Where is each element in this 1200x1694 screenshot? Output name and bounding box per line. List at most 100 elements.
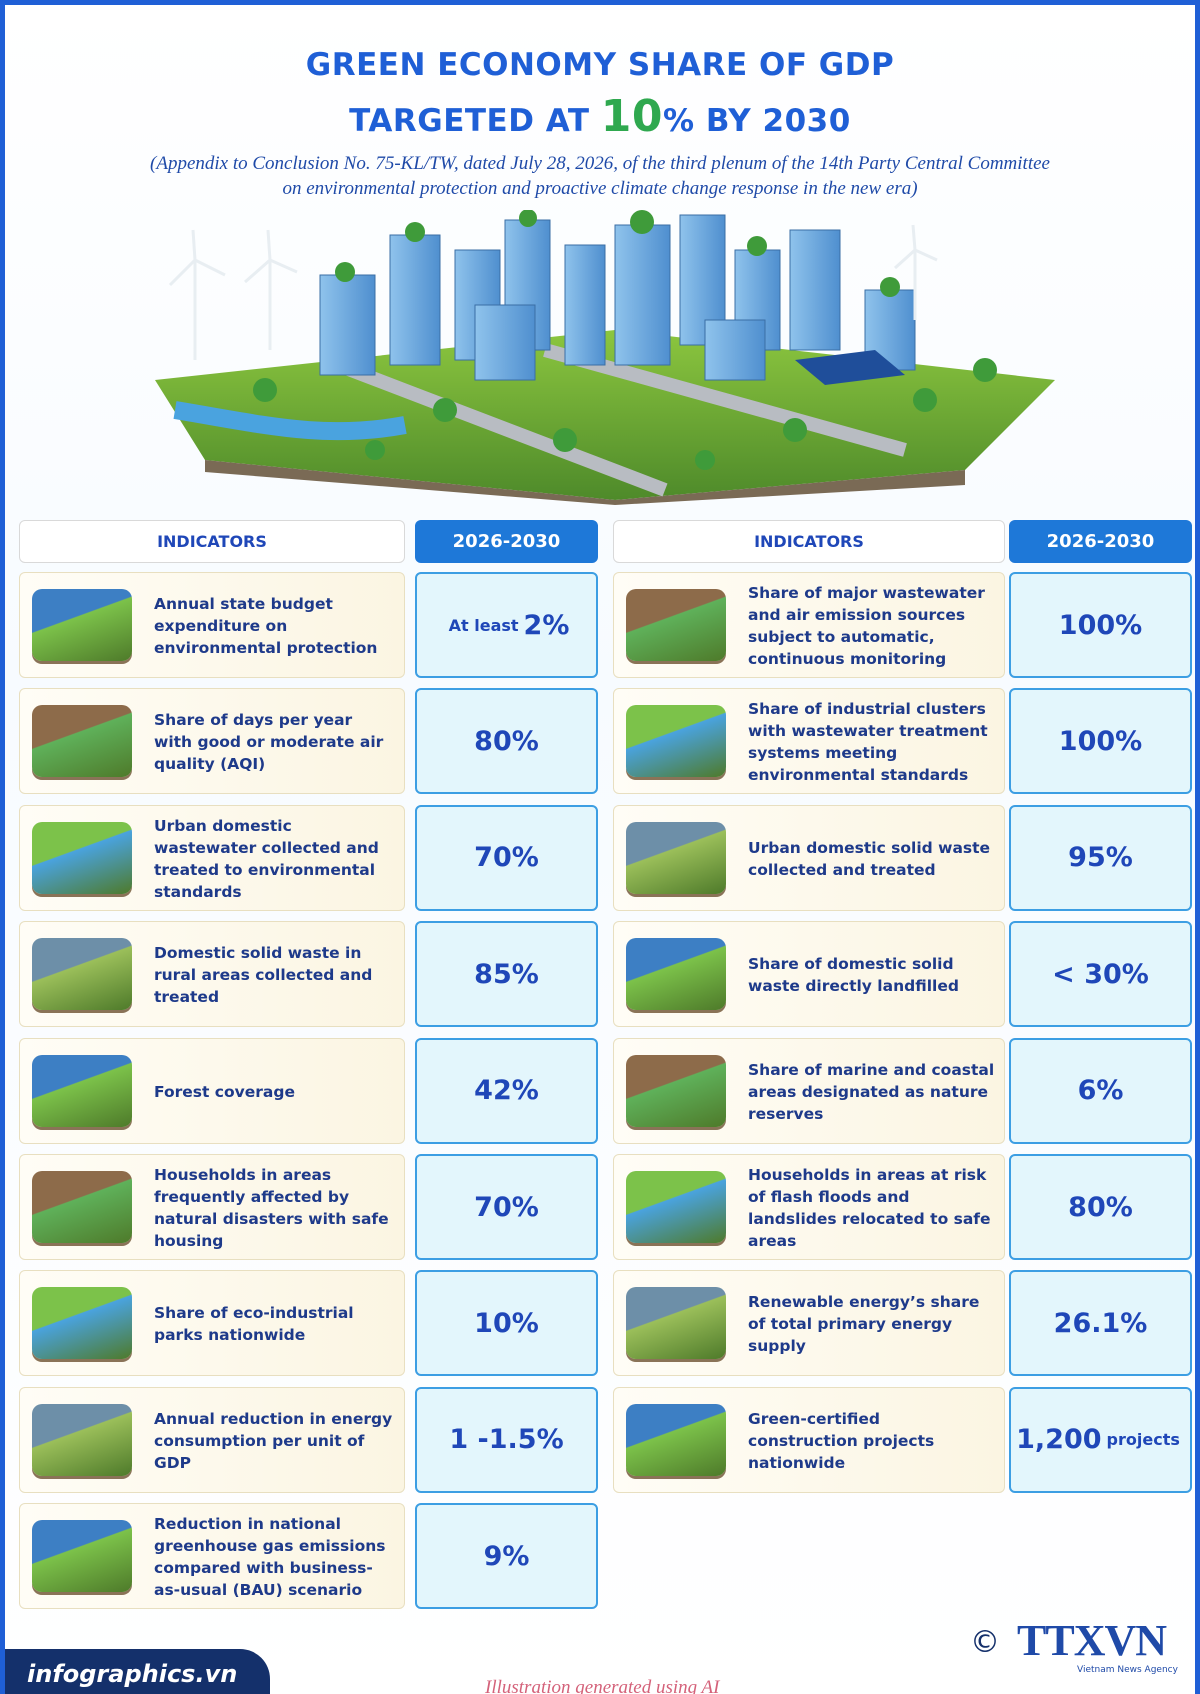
value-cell: 100% xyxy=(1009,572,1192,678)
indicator-cell: Households in areas frequently affected … xyxy=(19,1154,405,1260)
indicator-text: Share of eco-industrial parks nationwide xyxy=(154,1304,354,1345)
indicator-icon xyxy=(32,938,132,1011)
indicator-text: Forest coverage xyxy=(154,1082,295,1101)
agency-logo: TTXVN xyxy=(1017,1616,1167,1665)
copyright: © xyxy=(970,1625,1000,1660)
value-cell: 80% xyxy=(1009,1154,1192,1260)
indicator-text-wrap: Renewable energy’s share of total primar… xyxy=(748,1271,995,1377)
indicator-text-wrap: Forest coverage xyxy=(154,1039,395,1145)
subtitle: (Appendix to Conclusion No. 75-KL/TW, da… xyxy=(150,153,1050,174)
value: 100% xyxy=(1058,609,1143,641)
value: 26.1% xyxy=(1053,1307,1148,1339)
indicator-cell: Urban domestic wastewater collected and … xyxy=(19,804,405,912)
indicator-cell: Share of eco-industrial parks nationwide xyxy=(19,1270,405,1377)
indicator-icon xyxy=(32,589,132,661)
footer-site: infographics.vn xyxy=(27,1660,238,1688)
value: 10% xyxy=(474,1307,539,1339)
indicator-text: Share of major wastewater and air emissi… xyxy=(748,584,985,668)
indicator-text: Households in areas at risk of flash flo… xyxy=(748,1166,991,1250)
value-cell: 10% xyxy=(415,1270,598,1377)
indicator-icon xyxy=(626,1054,726,1127)
indicator-icon xyxy=(32,1520,132,1593)
footer-bar xyxy=(5,1649,270,1694)
header-period: 2026-2030 xyxy=(415,520,598,563)
indicator-text-wrap: Households in areas frequently affected … xyxy=(154,1155,395,1261)
value: 80% xyxy=(474,725,539,757)
value: 85% xyxy=(474,958,539,990)
value-prefix: At least xyxy=(448,615,519,635)
indicator-cell: Forest coverage xyxy=(19,1037,405,1145)
value: 9% xyxy=(483,1540,530,1572)
indicator-text-wrap: Domestic solid waste in rural areas coll… xyxy=(154,922,395,1028)
indicator-text: Green-certified construction projects na… xyxy=(748,1409,935,1472)
indicator-text: Share of industrial clusters with wastew… xyxy=(748,700,988,785)
indicator-text: Domestic solid waste in rural areas coll… xyxy=(154,944,373,1007)
title-text: % BY 2030 xyxy=(663,103,851,139)
value: 1 -1.5% xyxy=(449,1424,564,1456)
value-cell: 100% xyxy=(1009,688,1192,795)
value: 6% xyxy=(1077,1075,1124,1107)
indicator-cell: Annual state budget expenditure on envir… xyxy=(19,572,405,678)
indicator-text: Urban domestic solid waste collected and… xyxy=(748,838,991,879)
indicator-icon xyxy=(626,705,726,778)
value: 42% xyxy=(474,1075,539,1107)
value: 95% xyxy=(1068,842,1133,874)
indicator-text: Share of days per year with good or mode… xyxy=(154,711,384,774)
indicator-cell: Renewable energy’s share of total primar… xyxy=(613,1270,1005,1377)
indicator-text-wrap: Reduction in national greenhouse gas emi… xyxy=(154,1504,395,1610)
value-cell: 42% xyxy=(415,1037,598,1144)
indicator-cell: Urban domestic solid waste collected and… xyxy=(613,804,1005,912)
indicator-icon xyxy=(32,1054,132,1127)
indicator-text-wrap: Share of days per year with good or mode… xyxy=(154,689,395,795)
indicator-cell: Reduction in national greenhouse gas emi… xyxy=(19,1503,405,1610)
indicator-cell: Households in areas at risk of flash flo… xyxy=(613,1154,1005,1260)
value-cell: 85% xyxy=(415,921,598,1028)
indicator-text: Share of marine and coastal areas design… xyxy=(748,1060,995,1123)
subtitle: on environmental protection and proactiv… xyxy=(282,178,918,199)
value: 100% xyxy=(1058,725,1143,757)
indicator-icon xyxy=(626,1287,726,1360)
indicator-text: Reduction in national greenhouse gas emi… xyxy=(154,1515,386,1600)
indicator-icon xyxy=(32,1287,132,1360)
indicator-text-wrap: Annual reduction in energy consumption p… xyxy=(154,1388,395,1494)
indicator-icon xyxy=(626,1403,726,1476)
indicator-cell: Domestic solid waste in rural areas coll… xyxy=(19,921,405,1028)
value: 70% xyxy=(474,842,539,874)
value-cell: At least 2% xyxy=(415,572,598,678)
indicator-text-wrap: Share of domestic solid waste directly l… xyxy=(748,922,995,1028)
value-cell: 70% xyxy=(415,804,598,911)
value: < 30% xyxy=(1052,958,1149,990)
indicator-text: Annual reduction in energy consumption p… xyxy=(154,1409,393,1472)
indicator-text-wrap: Share of eco-industrial parks nationwide xyxy=(154,1271,395,1377)
value-cell: 9% xyxy=(415,1503,598,1610)
indicator-cell: Share of domestic solid waste directly l… xyxy=(613,921,1005,1028)
indicator-cell: Share of industrial clusters with wastew… xyxy=(613,688,1005,795)
indicator-text-wrap: Share of marine and coastal areas design… xyxy=(748,1039,995,1145)
indicator-text-wrap: Annual state budget expenditure on envir… xyxy=(154,573,395,679)
indicator-icon xyxy=(32,705,132,778)
value-cell: < 30% xyxy=(1009,921,1192,1028)
indicator-text-wrap: Urban domestic solid waste collected and… xyxy=(748,806,995,912)
value: 70% xyxy=(474,1191,539,1223)
value-cell: 1 -1.5% xyxy=(415,1386,598,1493)
indicator-icon xyxy=(32,1403,132,1476)
agency-full: Vietnam News Agency xyxy=(1077,1665,1178,1675)
value-cell: 70% xyxy=(415,1154,598,1260)
value-cell: 80% xyxy=(415,688,598,795)
indicator-text: Annual state budget expenditure on envir… xyxy=(154,595,378,657)
indicator-text-wrap: Urban domestic wastewater collected and … xyxy=(154,806,395,912)
value: 80% xyxy=(1068,1191,1133,1223)
value: 2% xyxy=(523,609,570,641)
value-suffix: projects xyxy=(1106,1430,1180,1450)
value: 1,200 xyxy=(1016,1424,1102,1456)
indicator-icon xyxy=(626,821,726,894)
value-cell: 26.1% xyxy=(1009,1270,1192,1377)
title-highlight: 10 xyxy=(600,91,664,142)
indicator-icon xyxy=(32,821,132,894)
title-text: TARGETED AT xyxy=(349,103,590,139)
city-illustration xyxy=(155,210,1055,505)
indicator-cell: Annual reduction in energy consumption p… xyxy=(19,1386,405,1494)
indicator-text-wrap: Households in areas at risk of flash flo… xyxy=(748,1155,995,1261)
indicator-text-wrap: Share of industrial clusters with wastew… xyxy=(748,689,995,795)
indicator-text: Households in areas frequently affected … xyxy=(154,1166,389,1250)
